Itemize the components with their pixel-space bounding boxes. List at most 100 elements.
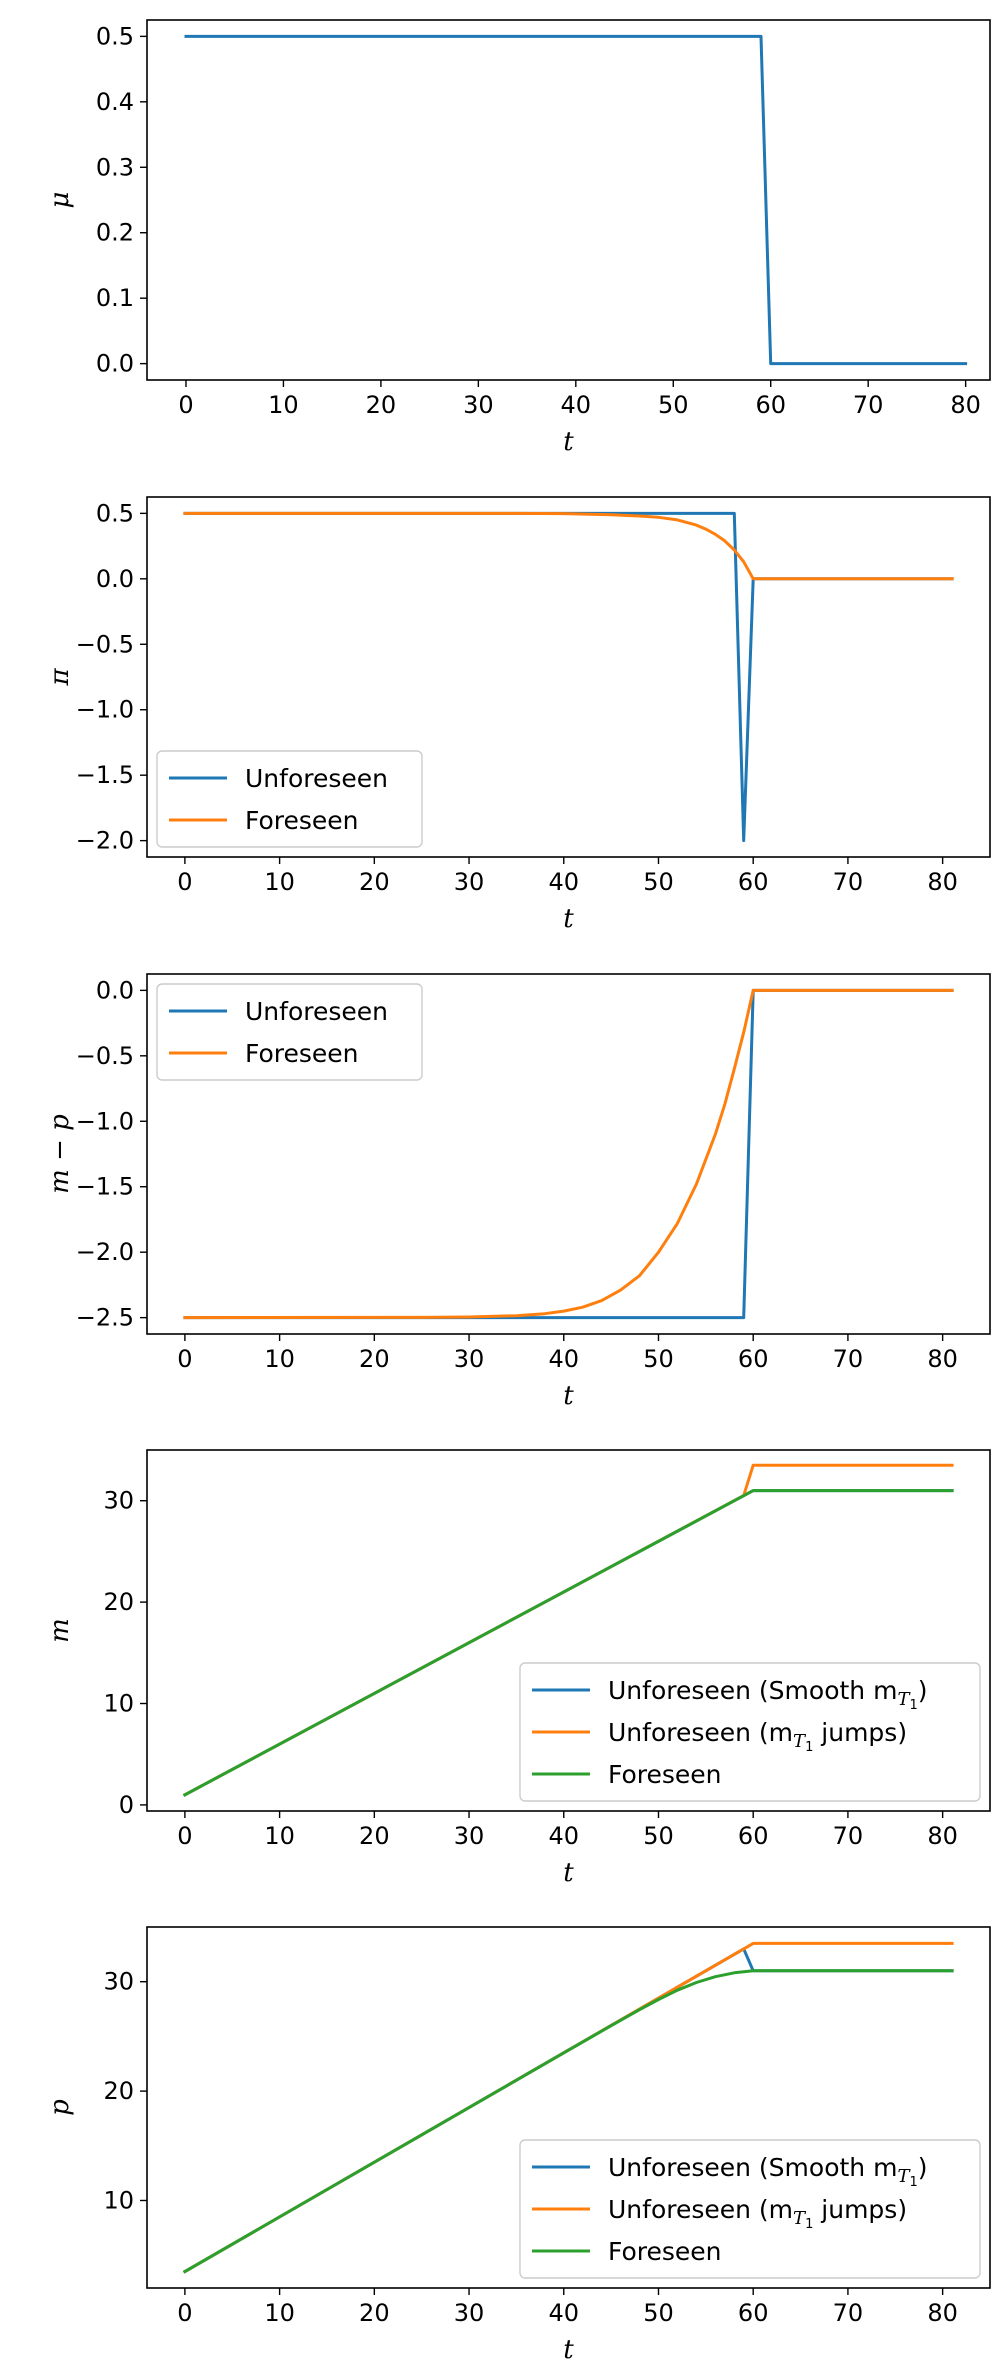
x-tick-label: 60 [738,1345,769,1373]
axes-frame [146,1926,991,2289]
x-tick-label: 0 [178,391,193,419]
x-tick-label: 50 [643,2299,674,2327]
series-line-1 [184,34,968,366]
x-tick-label: 80 [927,1822,958,1850]
series-line-3 [182,1969,954,2274]
y-tick-label: 0.3 [96,153,134,181]
x-tick-label: 50 [643,868,674,896]
x-tick-label: 60 [738,1822,769,1850]
y-axis-label: p [45,2099,75,2116]
x-tick-label: 40 [548,1822,579,1850]
x-tick-label: 10 [264,868,295,896]
x-tick-label: 30 [454,1345,485,1373]
x-tick-label: 10 [264,2299,295,2327]
x-tick-label: 50 [658,391,689,419]
x-tick-label: 50 [643,1345,674,1373]
y-tick-label: 0.5 [96,499,134,527]
series-line-2 [183,511,954,581]
legend-label: Unforeseen (Smooth mT1) [608,2153,928,2190]
x-axis-label: t [563,904,574,934]
y-tick-label: 0.5 [96,22,134,50]
y-tick-label: −0.5 [76,1042,134,1070]
y-tick-label: −2.0 [76,827,134,855]
x-tick-label: 80 [927,868,958,896]
x-axis-label: t [563,1858,574,1888]
legend-label: Foreseen [608,1760,722,1789]
x-tick-label: 30 [454,2299,485,2327]
x-tick-label: 30 [463,391,494,419]
y-tick-label: 0.0 [96,976,134,1004]
y-tick-label: −1.5 [76,761,134,789]
y-tick-label: 0.4 [96,88,134,116]
x-tick-label: 30 [454,1822,485,1850]
legend-box [519,2139,981,2279]
x-axis-label: t [563,1381,574,1411]
series-group [182,1941,954,2274]
y-tick-label: 0.0 [96,350,134,378]
x-tick-label: 60 [738,2299,769,2327]
chart-panel-1: 0 10 20 30 40 50 60 70 80 0.0 0.1 0.2 0.3 0.4 0.5 t μ [45,19,991,457]
x-tick-label: 60 [738,868,769,896]
series-group [183,988,954,1320]
series-line-2 [183,988,954,1320]
chart-panel-5: 0 10 20 30 40 50 60 70 80 10 20 30 t p Unforeseen (Smo… [45,1926,991,2365]
y-tick-label: 20 [103,1588,134,1616]
axes-frame [146,1449,991,1812]
y-axis-label: m − p [45,1114,75,1194]
legend-box [156,750,423,848]
x-tick-label: 80 [950,391,981,419]
y-tick-label: 0.1 [96,284,134,312]
legend: Unforeseen (Smooth mT1) Unforeseen (mT1 j… [519,1662,981,1802]
y-axis-label: μ [45,192,75,209]
series-group [183,511,954,843]
y-tick-label: 30 [103,1487,134,1515]
x-tick-label: 20 [359,868,390,896]
x-tick-label: 70 [833,1822,864,1850]
series-group [184,34,968,366]
y-axis-label: π [45,668,75,687]
legend-label: Foreseen [245,1039,359,1068]
y-tick-label: −1.5 [76,1173,134,1201]
legend-label: Unforeseen (mT1 jumps) [608,1718,907,1755]
chart-panel-2: 0 10 20 30 40 50 60 70 80 0.5 0.0 −0.5 −1.0 −1.5 −2.0 t… [45,496,991,934]
x-tick-label: 40 [561,391,592,419]
y-tick-label: −0.5 [76,630,134,658]
series-group [182,1463,954,1797]
x-tick-label: 0 [177,1822,192,1850]
legend-label: Foreseen [608,2237,722,2266]
y-tick-label: 30 [103,1968,134,1996]
x-tick-label: 70 [853,391,884,419]
x-tick-label: 80 [927,2299,958,2327]
chart-panel-4: 0 10 20 30 40 50 60 70 80 0 10 20 30 t m Unforeseen (Sm… [45,1449,991,1888]
x-axis-label: t [563,427,574,457]
y-tick-label: 0.2 [96,219,134,247]
y-tick-label: −2.5 [76,1304,134,1332]
x-tick-label: 0 [177,2299,192,2327]
x-tick-label: 30 [454,868,485,896]
axes-frame [146,973,991,1335]
legend-box [519,1662,981,1802]
axes-frame [146,496,991,858]
x-tick-label: 70 [833,868,864,896]
legend-label: Unforeseen (Smooth mT1) [608,1676,928,1713]
y-tick-label: 10 [103,2186,134,2214]
x-tick-label: 70 [833,2299,864,2327]
x-tick-label: 80 [927,1345,958,1373]
x-tick-label: 50 [643,1822,674,1850]
x-tick-label: 40 [548,868,579,896]
y-tick-label: 0.0 [96,565,134,593]
x-tick-label: 20 [366,391,397,419]
x-tick-label: 60 [755,391,786,419]
series-line-3 [182,1489,954,1797]
x-tick-label: 20 [359,1345,390,1373]
y-tick-label: 0 [119,1791,134,1819]
y-tick-label: −2.0 [76,1238,134,1266]
legend-label: Unforeseen (mT1 jumps) [608,2195,907,2232]
legend: Unforeseen Foreseen [156,983,423,1081]
legend-label: Unforeseen [245,764,388,793]
y-tick-label: −1.0 [76,696,134,724]
x-tick-label: 70 [833,1345,864,1373]
x-axis-label: t [563,2335,574,2365]
legend-label: Unforeseen [245,997,388,1026]
